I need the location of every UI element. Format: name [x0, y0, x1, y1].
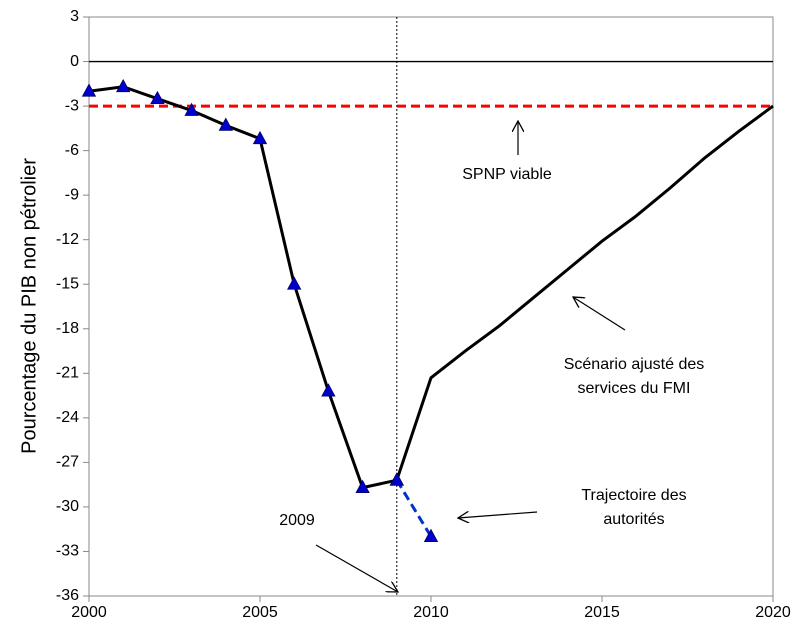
marker	[218, 117, 233, 131]
marker	[184, 102, 199, 116]
x-tick-label: 2005	[242, 604, 278, 621]
marker	[116, 78, 131, 93]
annotation-arrow	[315, 544, 398, 592]
marker	[321, 383, 336, 397]
x-tick-label: 2020	[755, 604, 791, 621]
annotation-arrow	[458, 512, 538, 518]
y-tick-label: 3	[70, 8, 79, 25]
series-line	[88, 85, 398, 490]
series-line	[395, 479, 433, 538]
marker	[389, 472, 404, 486]
marker	[287, 276, 302, 290]
plot-area	[88, 16, 774, 597]
y-tick-label: -15	[56, 275, 79, 292]
annotation-arrow	[573, 297, 626, 331]
y-tick-label: -30	[56, 498, 79, 515]
annotation: SPNP viable	[462, 166, 552, 183]
x-tick-label: 2010	[413, 604, 449, 621]
marker	[423, 528, 439, 543]
y-axis-label: Pourcentage du PIB non pétrolier	[18, 158, 40, 454]
annotation: Trajectoire des	[581, 487, 686, 504]
y-tick-label: -18	[56, 320, 79, 337]
x-tick-label: 2000	[71, 604, 107, 621]
marker	[252, 130, 268, 145]
y-tick-label: -9	[65, 186, 79, 203]
annotation: Scénario ajusté des	[564, 356, 705, 373]
y-tick-label: -36	[56, 587, 79, 604]
marker	[355, 479, 370, 494]
annotation: autorités	[603, 511, 664, 528]
y-tick-label: -27	[56, 454, 79, 471]
annotation: 2009	[279, 512, 315, 529]
y-tick-label: -24	[56, 409, 79, 426]
x-tick-label: 2015	[584, 604, 620, 621]
series-line	[395, 104, 774, 481]
y-tick-label: -6	[65, 142, 79, 159]
y-tick-label: -12	[56, 231, 79, 248]
y-tick-label: -33	[56, 543, 79, 560]
marker	[150, 90, 165, 105]
y-tick-label: -21	[56, 365, 79, 382]
y-tick-label: -3	[65, 97, 79, 114]
annotation: services du FMI	[578, 380, 691, 397]
marker	[81, 83, 97, 97]
y-tick-label: 0	[70, 53, 79, 70]
